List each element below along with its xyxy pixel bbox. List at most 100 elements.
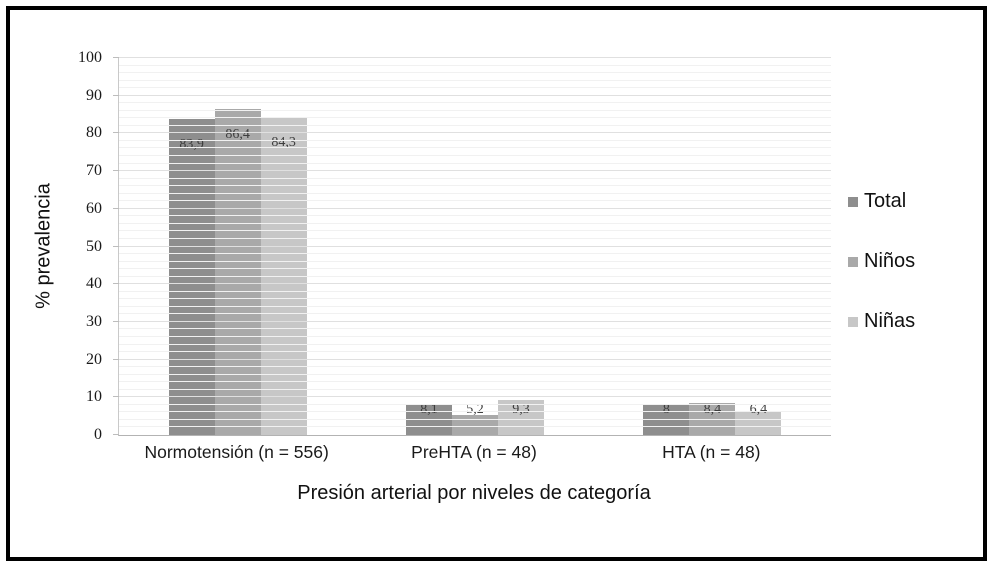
y-tick-mark [113,57,119,58]
legend-marker-icon [848,196,858,207]
x-category-label: HTA (n = 48) [662,442,761,462]
y-tick-label: 40 [86,275,102,293]
bar-value-label: 8,4 [703,402,722,418]
gridline [119,343,831,345]
x-category-label: PreHTA (n = 48) [411,442,537,462]
gridline [119,147,831,149]
gridline [119,87,831,89]
gridline [119,192,831,194]
gridline [119,72,831,74]
gridline [119,155,831,157]
gridline [119,162,831,164]
gridline [119,411,831,413]
bar-value-label: 8 [662,402,670,418]
legend-label: Total [864,190,907,212]
bar-niños: 5,2 [451,402,498,435]
gridline [119,253,831,255]
y-tick-mark [113,434,119,435]
gridline [119,94,831,96]
y-tick-label: 0 [94,426,102,443]
bar-value-label: 84,3 [271,135,296,151]
y-tick-mark [113,358,119,360]
bar-value-label: 6,4 [749,402,768,418]
gridline [119,200,831,202]
plot-area: 83,9 86,4 84,3 8,1 5,2 9,3 8 8,4 6,4 [113,57,831,436]
y-tick-mark [113,170,119,172]
y-tick-label: 70 [86,162,102,180]
y-tick-label: 10 [86,388,102,406]
bar-total: 83,9 [168,118,215,435]
y-tick-mark [113,283,119,285]
gridline [119,283,831,285]
gridline [119,290,831,292]
gridline [119,358,831,360]
legend-label: Niñas [864,310,916,332]
legend-marker-icon [848,316,858,327]
y-tick-mark [113,132,119,134]
bar-value-label: 86,4 [225,127,250,143]
y-tick-label: 50 [86,237,102,255]
gridline [119,305,831,307]
y-tick-label: 90 [86,86,102,104]
y-tick-label: 30 [86,312,102,330]
gridline [119,268,831,270]
gridline [119,328,831,330]
y-tick-mark [113,207,119,209]
legend: Total Niños Niñas [848,190,915,333]
bar-value-label: 9,3 [512,402,530,417]
gridline [119,335,831,337]
gridline [119,185,831,187]
gridline [119,373,831,375]
bar-niñas: 9,3 [497,399,544,435]
bar-value-label: 5,2 [466,402,484,418]
y-tick-label: 60 [86,199,102,217]
gridline [119,351,831,353]
y-tick-label: 100 [78,49,102,66]
y-tick-mark [113,396,119,398]
gridline [119,102,831,104]
y-tick-label: 20 [86,350,102,368]
bar-value-label: 8,1 [420,402,438,418]
bar-group: 83,9 86,4 84,3 [119,58,356,435]
gridline [119,366,831,368]
y-tick-mark [113,94,119,96]
gridline [119,418,831,420]
legend-item: Niñas [848,310,915,333]
gridline [119,215,831,217]
gridline [119,245,831,247]
bar-group: 8 8,4 6,4 [594,58,831,435]
gridline [119,298,831,300]
gridline [119,124,831,126]
gridline [119,313,831,315]
x-axis-title: Presión arterial por niveles de categorí… [297,482,651,504]
gridline [119,403,831,405]
y-tick-label: 80 [86,124,102,142]
bar-total: 8 [643,402,690,435]
gridline [119,170,831,172]
gridline [119,396,831,398]
bar-niños: 86,4 [214,109,261,435]
bar-series-container: 83,9 86,4 84,3 8,1 5,2 9,3 8 8,4 6,4 [119,58,831,435]
gridline [119,230,831,232]
gridline [119,222,831,224]
legend-marker-icon [848,256,858,267]
bar-niñas: 6,4 [735,402,782,435]
legend-item: Total [848,190,915,213]
gridline [119,139,831,141]
gridline [119,132,831,134]
gridline [119,117,831,119]
gridline [119,177,831,179]
gridline [119,426,831,428]
gridline [119,109,831,111]
y-tick-mark [113,320,119,322]
x-axis-category-labels: Normotensión (n = 556) PreHTA (n = 48) HTA… [118,442,830,463]
gridline [119,388,831,390]
gridline [119,320,831,322]
gridline [119,275,831,277]
gridline [119,260,831,262]
gridline [119,381,831,383]
x-category-label: Normotensión (n = 556) [144,442,329,462]
gridline [119,57,831,58]
legend-label: Niños [864,250,916,272]
